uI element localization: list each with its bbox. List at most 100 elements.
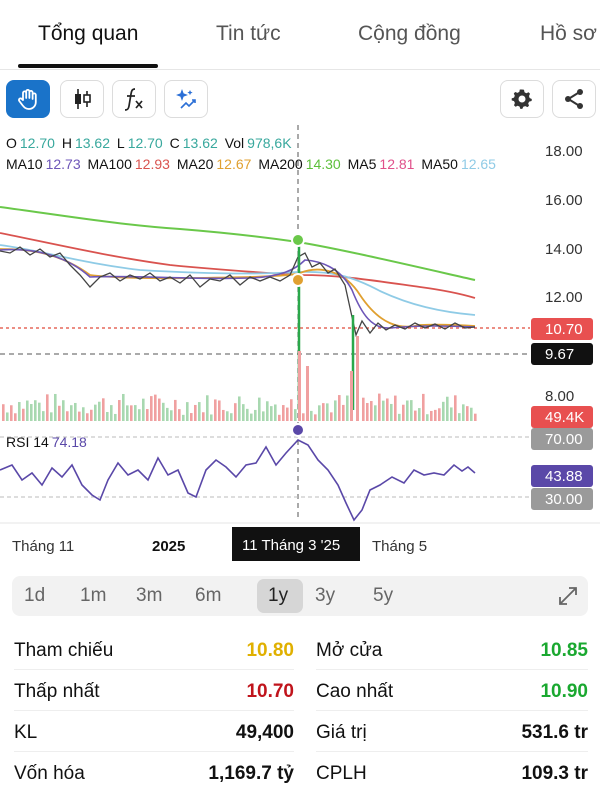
volume-bar — [442, 401, 445, 421]
volume-bar — [130, 405, 133, 421]
ohlc-low-label: L — [116, 135, 125, 151]
ohlc-vol-value: 978,6K — [247, 135, 292, 151]
range-3m[interactable]: 3m — [136, 585, 163, 606]
hand-icon — [18, 89, 37, 110]
stat-value: 49,400 — [235, 722, 294, 743]
stat-low: Thấp nhất 10.70 — [14, 671, 294, 711]
volume-bar — [22, 408, 25, 421]
range-5y[interactable]: 5y — [373, 585, 394, 606]
volume-bar — [326, 403, 329, 421]
ma200-value: 14.30 — [305, 156, 341, 172]
rsi-line — [0, 439, 476, 522]
share-icon — [565, 89, 583, 109]
volume-bar — [342, 404, 345, 421]
volume-bar — [118, 400, 121, 421]
stat-shares-outstanding: CPLH 109.3 tr — [316, 753, 588, 793]
volume-bar — [382, 400, 385, 421]
volume-bar — [54, 393, 57, 421]
volume-bar — [90, 409, 93, 421]
last-price-badge-text: 10.70 — [545, 321, 583, 338]
candlestick-button[interactable] — [60, 80, 104, 118]
active-range-highlight — [257, 579, 303, 613]
stat-label: Thấp nhất — [14, 681, 100, 702]
volume-bar — [470, 407, 473, 421]
rsi-label: RSI 14 — [6, 434, 49, 450]
volume-bar — [98, 401, 101, 421]
range-1d[interactable]: 1d — [24, 585, 46, 606]
volume-bar — [94, 404, 97, 421]
time-axis-year: 2025 — [152, 538, 185, 555]
stat-value: 1,169.7 tỷ — [208, 763, 294, 784]
stat-label: Tham chiếu — [14, 640, 114, 661]
ma50-line — [0, 244, 476, 316]
volume-bar — [2, 404, 5, 421]
range-6m[interactable]: 6m — [195, 585, 222, 606]
ma5-label: MA5 — [347, 156, 377, 172]
ohlc-low-value: 12.70 — [127, 135, 163, 151]
stat-market-cap: Vốn hóa 1,169.7 tỷ — [14, 753, 294, 793]
price-series — [0, 246, 476, 338]
tab-news[interactable]: Tin tức — [216, 22, 281, 45]
volume-bar — [334, 400, 337, 421]
volume-bar — [402, 404, 405, 421]
tab-overview[interactable]: Tổng quan — [38, 22, 139, 45]
volume-bar — [86, 413, 89, 421]
rsi-value: 74.18 — [51, 434, 87, 450]
volume-bars — [2, 336, 477, 421]
ohlc-open-label: O — [6, 135, 17, 151]
rsi-crosshair-dot — [291, 423, 305, 437]
volume-bar — [414, 410, 417, 421]
volume-bar — [70, 405, 73, 421]
price-axis-label: 12.00 — [545, 289, 583, 306]
volume-bar — [302, 413, 305, 421]
volume-bar — [398, 413, 401, 421]
volume-bar — [418, 408, 421, 421]
volume-bar — [258, 397, 261, 421]
ma10-value: 12.73 — [45, 156, 81, 172]
volume-bar — [122, 393, 125, 421]
volume-bar — [166, 407, 169, 421]
volume-bar — [170, 410, 173, 421]
volume-bar — [226, 411, 229, 421]
stat-label: CPLH — [316, 763, 367, 784]
share-button[interactable] — [552, 80, 596, 118]
price-axis-label: 8.00 — [545, 388, 574, 405]
stat-value: 10.70 — [246, 681, 294, 702]
rsi-legend: RSI 14 74.18 — [6, 434, 90, 450]
volume-bar — [474, 413, 477, 421]
volume-bar — [346, 395, 349, 421]
volume-bar — [126, 405, 129, 421]
rsi-current-badge-text: 43.88 — [545, 468, 583, 485]
volume-bar — [14, 413, 17, 421]
ai-insight-button[interactable] — [164, 80, 208, 118]
hand-tool-button[interactable] — [6, 80, 50, 118]
settings-button[interactable] — [500, 80, 544, 118]
volume-bar — [34, 400, 37, 421]
stat-volume: KL 49,400 — [14, 712, 294, 752]
volume-bar — [362, 397, 365, 421]
range-3y[interactable]: 3y — [315, 585, 336, 606]
range-1m[interactable]: 1m — [80, 585, 107, 606]
volume-bar — [202, 412, 205, 421]
volume-bar — [78, 411, 81, 421]
volume-bar — [366, 403, 369, 421]
volume-bar — [322, 403, 325, 421]
volume-bar — [46, 394, 49, 421]
tab-profile[interactable]: Hồ sơ — [540, 22, 597, 45]
volume-bar — [462, 404, 465, 421]
indicator-function-button[interactable] — [112, 80, 156, 118]
tab-community[interactable]: Cộng đồng — [358, 22, 461, 45]
volume-bar — [374, 405, 377, 421]
stat-value: 10.80 — [246, 640, 294, 661]
stat-value: 531.6 tr — [521, 722, 588, 743]
volume-bar — [10, 405, 13, 421]
volume-bar — [286, 407, 289, 421]
volume-bar — [430, 410, 433, 421]
crosshair-price-badge-text: 9.67 — [545, 346, 574, 363]
expand-icon[interactable] — [557, 585, 579, 607]
volume-bar — [318, 405, 321, 421]
volume-bar — [298, 351, 301, 421]
function-icon — [124, 88, 143, 111]
price-chart[interactable]: 18.00 16.00 14.00 12.00 8.00 10.70 9.67 … — [0, 125, 600, 565]
range-1y[interactable]: 1y — [268, 585, 289, 606]
